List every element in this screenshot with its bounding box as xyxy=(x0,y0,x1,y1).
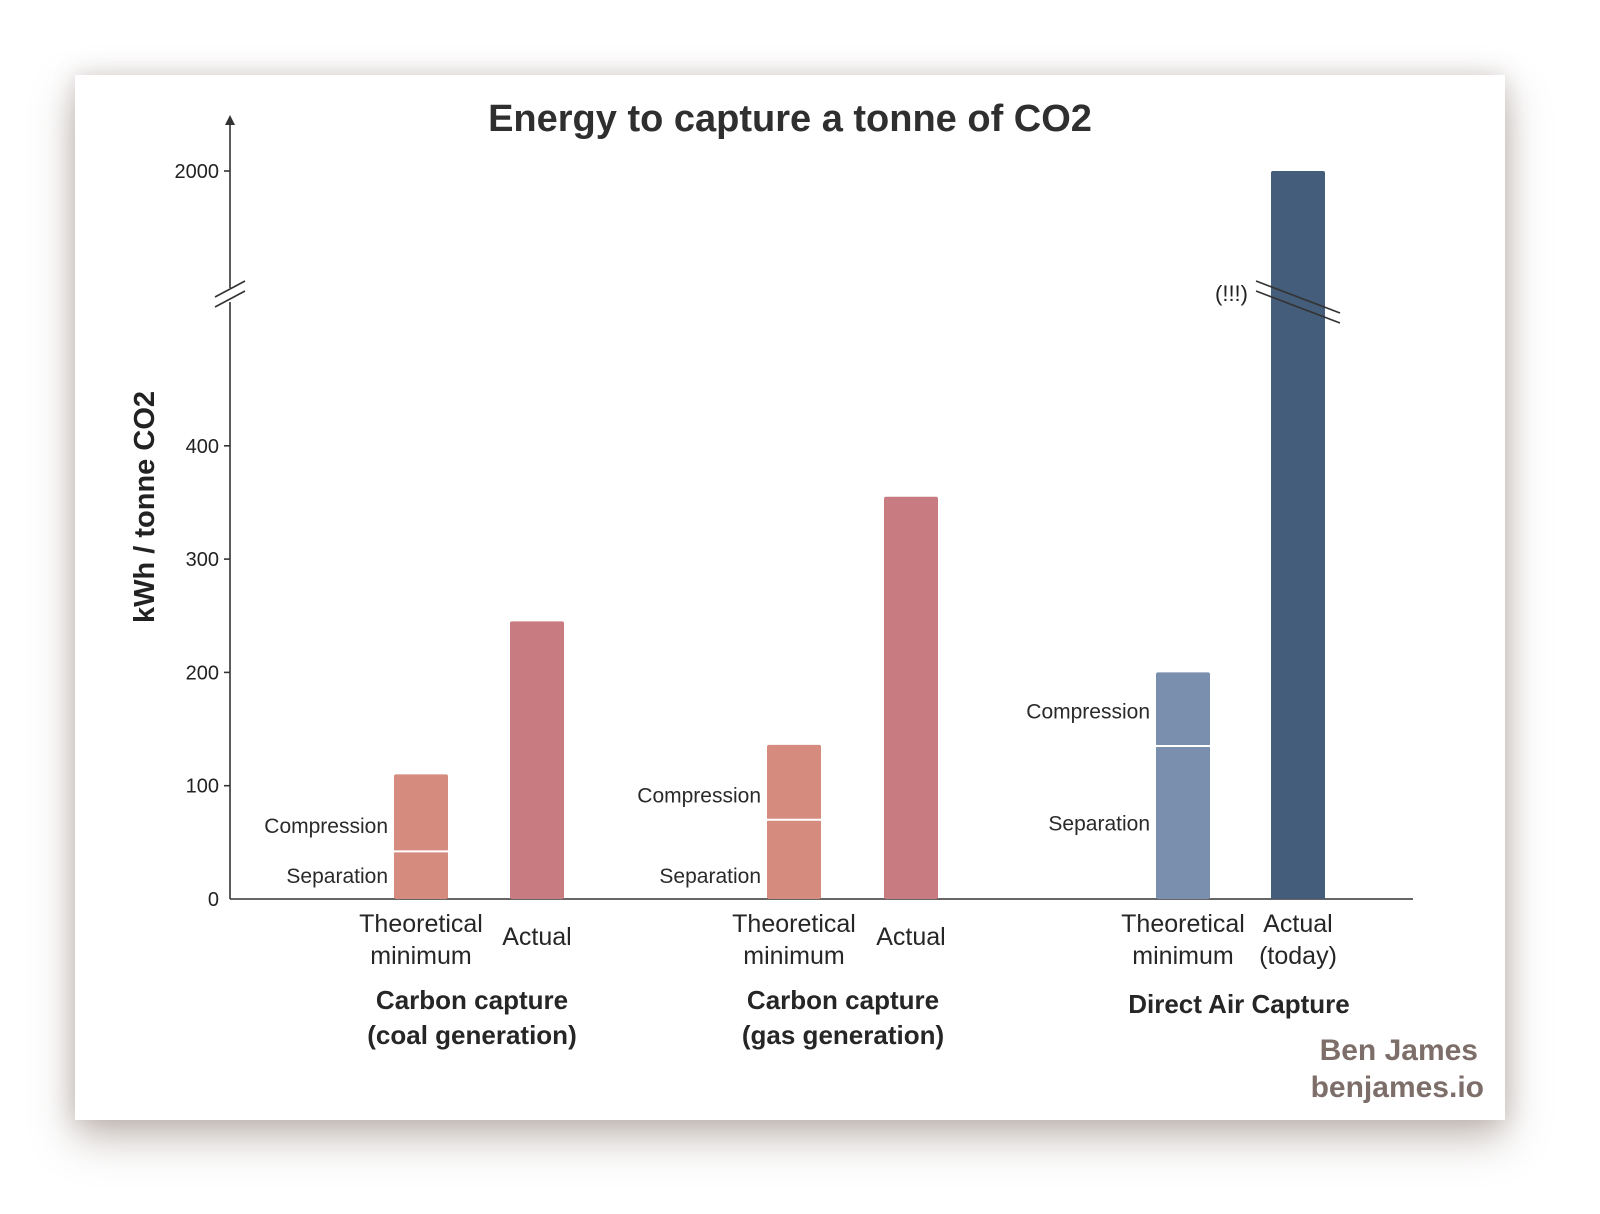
segment-label-separation: Separation xyxy=(1048,813,1150,836)
bar-break-mark xyxy=(1255,280,1341,314)
credit-site[interactable]: benjames.io xyxy=(1311,1071,1484,1104)
bar-label: Theoretical xyxy=(1121,910,1245,938)
chart-title: Energy to capture a tonne of CO2 xyxy=(488,98,1092,140)
group-label: (coal generation) xyxy=(367,1020,576,1050)
bars xyxy=(394,171,1341,899)
y-axis-break-mark xyxy=(214,290,246,308)
segment-label-compression: Compression xyxy=(264,815,388,838)
bar-segment xyxy=(767,744,821,820)
y-axis-break-mark xyxy=(214,280,246,298)
y-axis-label: kWh / tonne CO2 xyxy=(129,391,161,623)
y-axis-break-gap xyxy=(216,288,244,302)
group-label: Carbon capture xyxy=(376,985,568,1015)
y-tick-label: 100 xyxy=(186,776,219,798)
bar-label: Actual xyxy=(502,923,571,951)
group-label: (gas generation) xyxy=(742,1020,944,1050)
bar xyxy=(1271,171,1325,899)
bar-segment xyxy=(1156,746,1210,899)
bar-label: Theoretical xyxy=(732,910,856,938)
y-tick-label: 0 xyxy=(208,889,219,911)
y-tick-label: 300 xyxy=(186,549,219,571)
bar-break-mark xyxy=(1255,290,1341,324)
bar-segment xyxy=(1156,672,1210,747)
y-tick-label: 200 xyxy=(186,662,219,684)
chart-card xyxy=(75,75,1505,1120)
segment-label-compression: Compression xyxy=(1026,700,1150,723)
bar-label: minimum xyxy=(1132,942,1233,970)
segment-label-separation: Separation xyxy=(286,865,388,888)
group-label: Direct Air Capture xyxy=(1128,989,1350,1019)
segment-label-separation: Separation xyxy=(659,865,761,888)
y-tick-label: 400 xyxy=(186,436,219,458)
bar-label: Actual xyxy=(1263,910,1332,938)
bar-segment xyxy=(394,851,448,899)
credit-name: Ben James xyxy=(1320,1034,1478,1067)
bar-segment xyxy=(394,774,448,852)
bar xyxy=(884,496,938,899)
bar-label: (today) xyxy=(1259,942,1337,970)
annotation-label: (!!!) xyxy=(1215,281,1248,306)
y-tick-label: 2000 xyxy=(175,161,220,183)
bar-segment xyxy=(767,819,821,899)
labels: Separation Compression Theoretical minimum A… xyxy=(264,281,1349,1050)
y-axis-arrow xyxy=(225,115,235,125)
bar-label: minimum xyxy=(743,942,844,970)
group-label: Carbon capture xyxy=(747,985,939,1015)
segment-label-compression: Compression xyxy=(637,784,761,807)
bar-label: Actual xyxy=(876,923,945,951)
bar xyxy=(510,621,564,899)
bar-label: Theoretical xyxy=(359,910,483,938)
bar-label: minimum xyxy=(370,942,471,970)
